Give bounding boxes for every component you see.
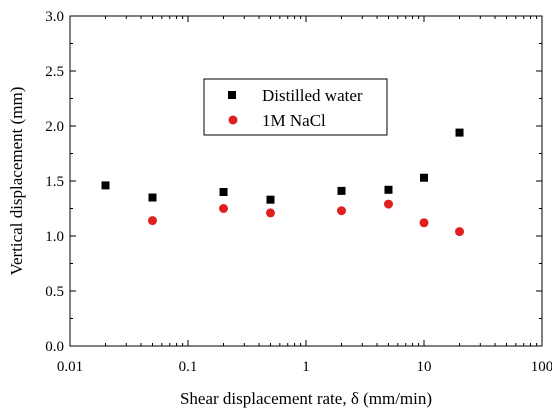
data-point-distilled-water bbox=[455, 128, 464, 137]
plot-frame bbox=[69, 15, 543, 347]
y-tick-label: 2.0 bbox=[45, 119, 64, 135]
legend-marker-1m-nacl bbox=[228, 115, 238, 125]
legend: Distilled water 1M NaCl bbox=[203, 78, 388, 136]
legend-label-1m-nacl: 1M NaCl bbox=[262, 111, 326, 130]
data-point-1m-nacl bbox=[265, 208, 275, 218]
data-point-distilled-water bbox=[384, 185, 393, 194]
y-tick-label: 0.0 bbox=[45, 339, 64, 355]
y-tick-label: 3.0 bbox=[45, 9, 64, 25]
data-points bbox=[101, 128, 465, 237]
data-point-distilled-water bbox=[101, 181, 110, 190]
data-point-1m-nacl bbox=[383, 199, 393, 209]
legend-box bbox=[203, 78, 388, 136]
x-tick-label: 0.01 bbox=[57, 359, 83, 375]
y-tick-label: 1.0 bbox=[45, 229, 64, 245]
x-tick-label: 1 bbox=[302, 359, 310, 375]
axis-ticks bbox=[69, 15, 543, 347]
y-tick-label: 1.5 bbox=[45, 174, 64, 190]
legend-label-distilled-water: Distilled water bbox=[262, 86, 363, 105]
tick-labels: 0.01 0.1 1 10 100 0.0 0.5 1.0 1.5 2.0 2.5 3.0 bbox=[45, 9, 552, 375]
data-point-distilled-water bbox=[219, 188, 228, 196]
x-axis-label: Shear displacement rate, δ (mm/min) bbox=[180, 389, 432, 408]
data-point-distilled-water bbox=[148, 193, 157, 202]
x-tick-label: 100 bbox=[531, 359, 552, 375]
data-point-1m-nacl bbox=[147, 216, 157, 226]
y-tick-label: 0.5 bbox=[45, 284, 64, 300]
data-point-1m-nacl bbox=[419, 218, 429, 228]
x-tick-label: 0.1 bbox=[179, 359, 198, 375]
data-point-1m-nacl bbox=[455, 227, 465, 237]
y-tick-label: 2.5 bbox=[45, 64, 64, 80]
data-point-distilled-water bbox=[337, 186, 346, 195]
y-axis-label: Vertical displacement (mm) bbox=[7, 87, 26, 276]
x-tick-label: 10 bbox=[417, 359, 432, 375]
data-point-distilled-water bbox=[266, 195, 275, 204]
legend-marker-distilled-water bbox=[228, 91, 236, 99]
data-point-1m-nacl bbox=[337, 206, 347, 216]
data-point-distilled-water bbox=[420, 173, 428, 182]
data-point-1m-nacl bbox=[219, 204, 229, 213]
